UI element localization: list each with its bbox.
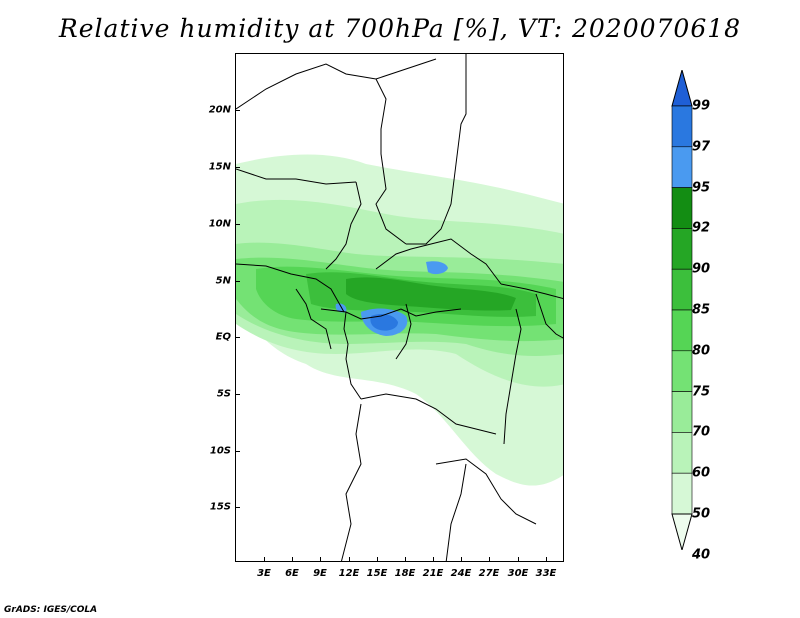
humidity-shading [236,154,563,486]
lat-label-15n: 15N [208,161,231,173]
colorbar-label: 95 [692,180,711,196]
lon-label-33e: 33E [535,568,557,579]
lat-label-10s: 10S [209,445,231,457]
lon-tick [377,557,378,562]
lon-tick [461,557,462,562]
map-panel [235,53,564,562]
lon-tick [518,557,519,562]
colorbar-label: 97 [692,139,711,155]
lon-tick [349,557,350,562]
lat-tick [235,281,240,282]
colorbar-arrow-top [671,70,693,107]
lon-tick [433,557,434,562]
lon-label-6e: 6E [285,568,299,579]
lat-tick [235,394,240,395]
colorbar-label: 92 [692,220,711,236]
lon-label-30e: 30E [507,568,529,579]
colorbar-label: 75 [692,384,711,400]
colorbar-segment [671,146,693,188]
colorbar-segment [671,187,693,229]
lat-label-5s: 5S [216,388,231,400]
lon-label-27e: 27E [478,568,500,579]
lat-tick [235,110,240,111]
lon-label-3e: 3E [257,568,271,579]
colorbar-segment [671,268,693,311]
lon-tick [405,557,406,562]
colorbar-segment [671,472,693,515]
lon-tick [489,557,490,562]
humidity-field [236,54,563,561]
lon-label-24e: 24E [450,568,472,579]
colorbar-segment [671,391,693,433]
lon-label-18e: 18E [394,568,416,579]
lon-tick [264,557,265,562]
colorbar-label: 90 [692,261,711,277]
lat-label-10n: 10N [208,218,231,230]
colorbar-label: 99 [692,98,711,114]
lat-tick [235,451,240,452]
lat-tick [235,507,240,508]
lon-label-21e: 21E [422,568,444,579]
colorbar-label: 50 [692,506,711,522]
lon-tick [292,557,293,562]
lat-label-eq: EQ [215,331,231,343]
colorbar-segment [671,105,693,148]
colorbar-scale [671,70,693,550]
lat-tick [235,224,240,225]
lat-label-5n: 5N [215,275,231,287]
lon-label-12e: 12E [338,568,360,579]
lat-tick [235,337,240,338]
colorbar-label: 80 [692,343,711,359]
map-title: Relative humidity at 700hPa [%], VT: 202… [58,14,742,43]
lat-tick [235,167,240,168]
colorbar-arrow-bottom [671,513,693,550]
colorbar-segment [671,432,693,474]
colorbar-label: 60 [692,465,711,481]
lon-tick [546,557,547,562]
country-borders [236,54,563,561]
lon-label-15e: 15E [366,568,388,579]
colorbar-segment [671,228,693,270]
lat-label-15s: 15S [209,501,231,513]
lat-label-20n: 20N [208,104,231,116]
colorbar-label: 70 [692,424,711,440]
lon-label-9e: 9E [313,568,327,579]
grads-credit: GrADS: IGES/COLA [4,605,98,615]
colorbar-label: 40 [692,547,711,563]
colorbar-segment [671,350,693,392]
colorbar-segment [671,309,693,352]
colorbar-label: 85 [692,302,711,318]
lon-tick [320,557,321,562]
